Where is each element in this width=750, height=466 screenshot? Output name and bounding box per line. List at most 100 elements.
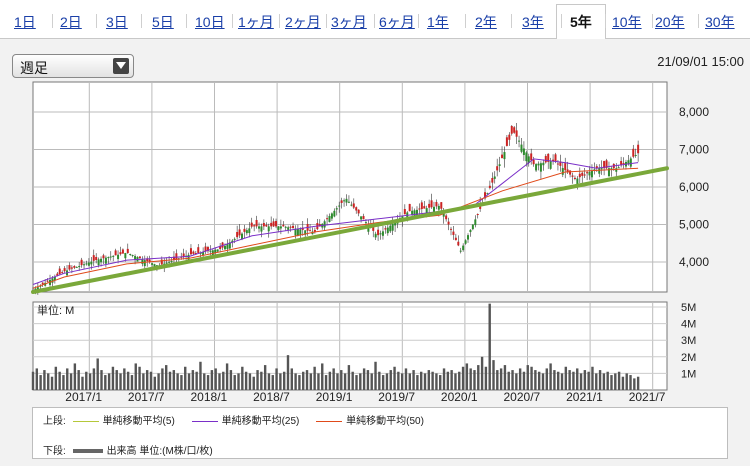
candle-body [535, 164, 538, 171]
candle-body [357, 209, 360, 214]
volume-bar [568, 370, 571, 390]
candle-body [294, 228, 297, 236]
tab-2日[interactable]: 2日 [60, 14, 82, 30]
candle-body [160, 259, 163, 265]
tab-3日[interactable]: 3日 [106, 14, 128, 30]
candle-body [454, 237, 457, 241]
candle-body [260, 226, 263, 232]
candle-body [83, 264, 86, 266]
legend-ma25: 単純移動平均(25) [221, 416, 300, 427]
candle-body [537, 163, 540, 166]
tab-1日[interactable]: 1日 [14, 14, 36, 30]
volume-bar [81, 376, 84, 390]
candle-body [323, 221, 326, 228]
candle-body [437, 205, 440, 210]
candle-body [165, 262, 168, 264]
volume-bar [473, 370, 476, 390]
candle-body [347, 201, 350, 203]
tab-6ヶ月[interactable]: 6ヶ月 [379, 14, 415, 30]
candle-body [425, 208, 428, 214]
candle-body [527, 156, 530, 163]
tab-10年[interactable]: 10年 [612, 14, 642, 30]
volume-bar [602, 373, 606, 390]
candle-body [394, 221, 397, 226]
volume-bar [294, 373, 297, 390]
volume-bar [450, 370, 453, 390]
candle-body [566, 169, 569, 173]
candle-body [488, 185, 491, 188]
candle-body [629, 158, 632, 167]
candle-body [313, 230, 316, 232]
candle-body [146, 258, 149, 262]
volume-bar [92, 368, 96, 390]
tab-separator [374, 14, 375, 28]
candle-body [277, 226, 280, 230]
candle-body [615, 168, 618, 172]
tab-1ヶ月[interactable]: 1ヶ月 [238, 14, 274, 30]
candle-body [362, 216, 365, 220]
tab-2年[interactable]: 2年 [475, 14, 497, 30]
volume-bar [408, 373, 411, 390]
candle-body [571, 175, 574, 177]
volume-bar [610, 375, 613, 390]
tab-separator [141, 14, 142, 28]
candle-body [457, 241, 460, 246]
volume-bar [138, 366, 141, 390]
candle-body [491, 178, 494, 183]
candle-body [503, 152, 506, 160]
volume-bar [591, 366, 594, 390]
volume-bar [187, 373, 191, 390]
tab-3ヶ月[interactable]: 3ヶ月 [331, 14, 367, 30]
candle-body [189, 248, 192, 255]
tab-separator [96, 14, 97, 28]
tab-5日[interactable]: 5日 [152, 14, 174, 30]
candle-body [58, 268, 61, 275]
volume-bar [321, 363, 324, 390]
candle-body [204, 246, 207, 252]
candle-body [340, 200, 343, 203]
tab-1年[interactable]: 1年 [427, 14, 449, 30]
candle-body [124, 252, 127, 259]
candle-body [452, 231, 455, 235]
volume-bar [404, 368, 408, 390]
volume-bar [625, 373, 628, 390]
x-tick-label: 2019/7 [378, 390, 415, 404]
candle-body [586, 172, 589, 174]
candle-body [318, 224, 321, 227]
volume-bar [309, 373, 313, 390]
tab-30年[interactable]: 30年 [705, 14, 735, 30]
chevron-down-icon[interactable] [113, 58, 129, 74]
volume-bar [286, 355, 290, 390]
volume-bar [73, 363, 77, 390]
volume-bar [123, 368, 126, 390]
tab-separator [652, 14, 653, 28]
volume-bar [104, 375, 107, 390]
volume-bar [469, 368, 472, 390]
candle-body [333, 210, 336, 217]
volume-bar [260, 371, 263, 390]
tab-2ヶ月[interactable]: 2ヶ月 [285, 14, 321, 30]
tab-separator [186, 14, 187, 28]
tab-20年[interactable]: 20年 [655, 14, 685, 30]
candle-body [248, 228, 251, 234]
candle-body [75, 266, 78, 268]
candle-body [598, 168, 601, 174]
volume-bar [378, 371, 381, 390]
volume-bar [214, 368, 217, 390]
candle-body [445, 215, 448, 220]
candle-body [102, 255, 105, 259]
tab-3年[interactable]: 3年 [522, 14, 544, 30]
candle-period-select[interactable]: 週足 [12, 54, 134, 78]
tab-separator [465, 14, 466, 28]
candle-body [272, 221, 275, 227]
volume-bar [412, 370, 415, 390]
candle-body [275, 221, 278, 227]
volume-bar [534, 370, 537, 390]
volume-bar [435, 373, 438, 390]
candle-body [352, 203, 355, 208]
x-tick-label: 2021/1 [566, 390, 603, 404]
tab-5年[interactable]: 5年 [570, 14, 592, 30]
tab-10日[interactable]: 10日 [195, 14, 225, 30]
candle-body [622, 162, 625, 164]
candle-body [430, 200, 433, 208]
